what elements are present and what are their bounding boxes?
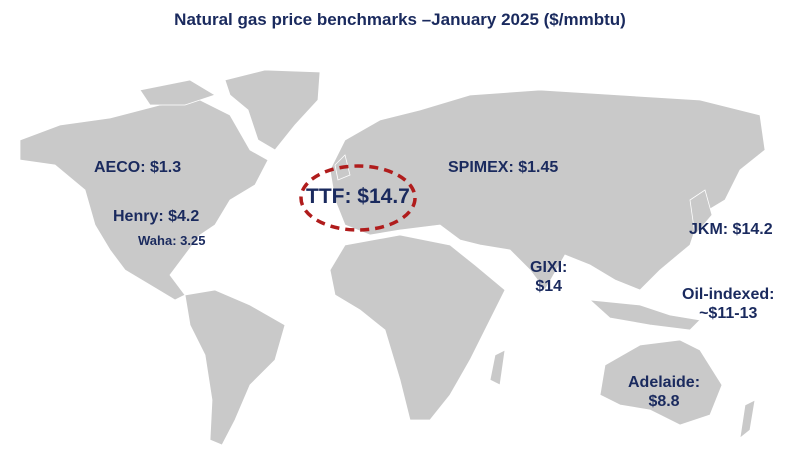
eurasia [329,89,766,291]
adelaide-price: $8.8 [648,393,680,410]
madagascar [489,349,506,386]
arctic-islands [139,79,216,106]
chart-title: Natural gas price benchmarks –January 20… [174,10,626,29]
new-zealand [739,399,756,439]
label-ttf: TTF: $14.7 [306,185,410,208]
southeast-asia [588,299,701,331]
ttf-highlight-ellipse [299,164,417,232]
gixi-name: GIXI: [530,259,568,276]
label-adelaide: Adelaide: $8.8 [628,373,700,411]
label-henry: Henry: $4.2 [113,208,200,225]
north-america [19,99,269,301]
adelaide-name: Adelaide: [628,374,701,391]
south-america [184,289,286,446]
label-oil-indexed: Oil-indexed: ~$11-13 [682,285,774,323]
oil-indexed-price: ~$11-13 [699,305,758,322]
japan [689,189,713,236]
label-spimex: SPIMEX: $1.45 [448,159,559,176]
label-jkm: JKM: $14.2 [689,221,773,238]
greenland [224,69,321,151]
australia [599,339,723,426]
label-aeco: AECO: $1.3 [94,159,182,176]
africa [329,234,506,421]
oil-indexed-name: Oil-indexed: [682,286,775,303]
label-gixi: GIXI: $14 [530,258,567,296]
gixi-price: $14 [535,278,563,295]
label-waha: Waha: 3.25 [138,233,206,248]
